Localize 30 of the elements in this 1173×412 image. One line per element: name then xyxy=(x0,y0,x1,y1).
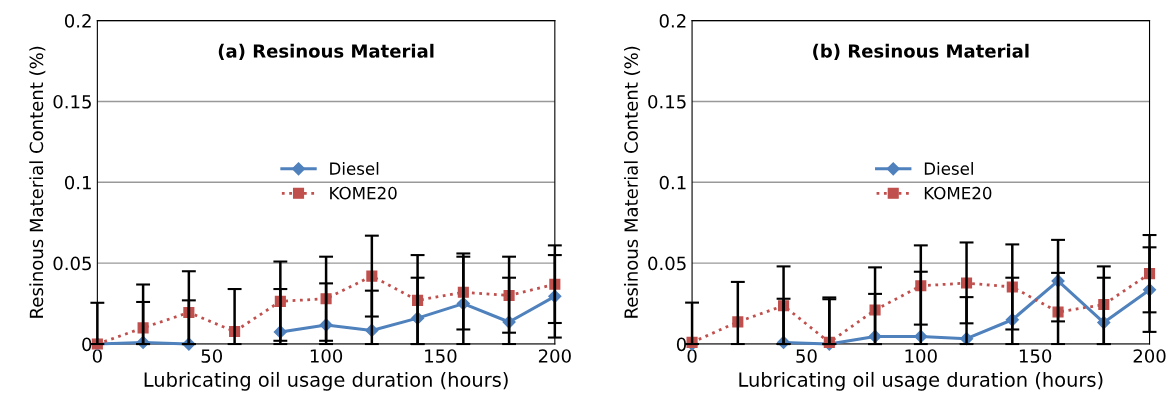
x-tick-label: 100 xyxy=(905,349,937,363)
y-axis-title: Resinous Material Content (%) xyxy=(623,46,641,318)
x-tick-label: 100 xyxy=(310,349,343,363)
x-tick-label: 50 xyxy=(796,349,817,363)
x-tick-label: 0 xyxy=(92,349,102,363)
y-tick-label: 0.2 xyxy=(659,14,686,28)
y-tick-label: 0.05 xyxy=(648,256,686,271)
y-tick-label: 0.1 xyxy=(659,175,686,190)
y-tick-label: 0 xyxy=(82,337,92,352)
y-tick-label: 0.1 xyxy=(64,175,91,190)
legend-label: Diesel xyxy=(330,162,379,175)
x-tick-label: 50 xyxy=(201,349,223,363)
legend-label: KOME20 xyxy=(924,186,992,200)
y-tick-label: 0 xyxy=(676,337,687,352)
text: (b) Resinous Material xyxy=(813,43,1029,60)
x-tick-label: 150 xyxy=(425,349,457,363)
y-tick-label: 0.15 xyxy=(53,94,91,109)
text: (a) Resinous Material xyxy=(218,43,434,60)
y-tick-label: 0.2 xyxy=(64,14,91,28)
x-tick-label: 150 xyxy=(1019,349,1052,363)
x-tick-label: 200 xyxy=(1133,349,1166,363)
y-tick-label: 0.05 xyxy=(53,256,91,271)
y-tick-label: 0.15 xyxy=(648,94,686,109)
legend-label: Diesel xyxy=(924,162,973,175)
x-tick-label: 0 xyxy=(687,349,697,363)
legend-label: KOME20 xyxy=(330,186,397,200)
x-axis-title: Lubricating oil usage duration (hours) xyxy=(739,371,1103,391)
x-tick-label: 200 xyxy=(538,349,571,363)
x-axis-title: Lubricating oil usage duration (hours) xyxy=(144,371,508,391)
y-axis-title: Resinous Material Content (%) xyxy=(29,46,46,318)
